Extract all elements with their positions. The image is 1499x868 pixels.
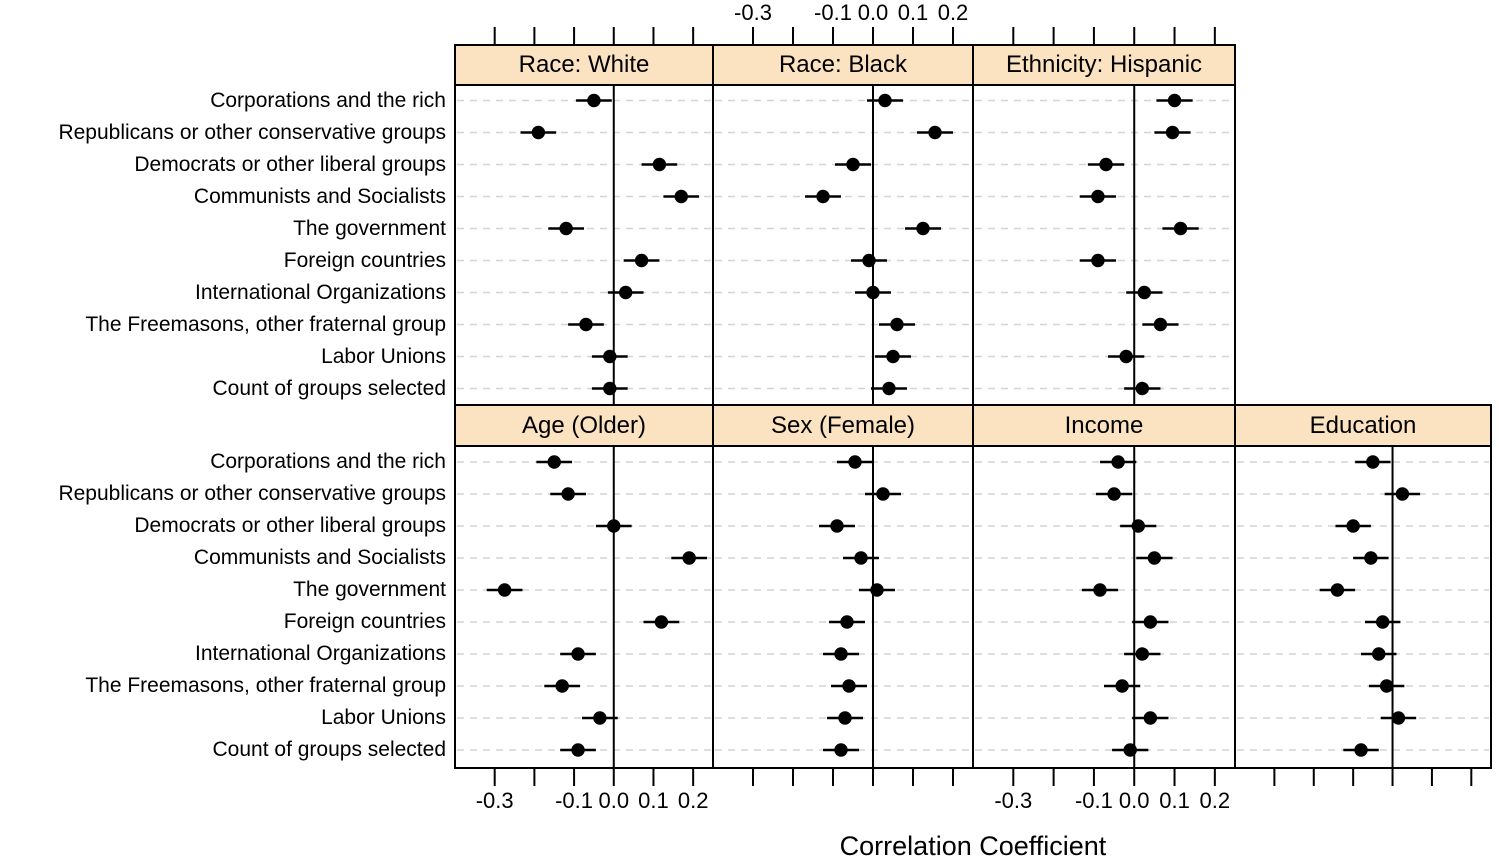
data-point xyxy=(1119,349,1133,364)
data-point xyxy=(878,93,892,108)
data-point xyxy=(1143,711,1158,725)
data-point xyxy=(1395,487,1410,501)
data-point xyxy=(607,519,621,533)
data-point xyxy=(1165,125,1180,140)
data-point xyxy=(497,583,512,597)
data-point xyxy=(1375,615,1390,629)
panel-strip xyxy=(972,44,1236,86)
data-point xyxy=(1137,285,1152,300)
data-point xyxy=(1147,551,1162,565)
data-point xyxy=(1391,711,1406,725)
data-point xyxy=(882,381,896,396)
data-point xyxy=(674,189,688,204)
data-point xyxy=(587,93,601,108)
data-point xyxy=(652,157,667,172)
data-point xyxy=(838,711,852,725)
panel-area xyxy=(713,85,973,405)
data-point xyxy=(886,349,900,364)
data-point xyxy=(603,381,617,396)
panel-strip xyxy=(454,404,714,447)
data-point xyxy=(593,711,607,725)
data-point xyxy=(830,519,844,533)
data-point xyxy=(1167,93,1182,108)
data-point xyxy=(1093,583,1107,597)
panel-area xyxy=(973,446,1235,768)
data-point xyxy=(816,189,830,204)
data-point xyxy=(862,253,876,268)
data-point xyxy=(1111,455,1125,469)
data-point xyxy=(1091,189,1105,204)
panel-strip xyxy=(1234,404,1492,447)
data-point xyxy=(571,743,585,757)
data-point xyxy=(834,647,848,661)
data-point xyxy=(916,221,930,236)
panel-area xyxy=(455,446,713,768)
data-point xyxy=(1366,455,1380,469)
data-point xyxy=(1153,317,1168,332)
data-point xyxy=(1173,221,1188,236)
data-point xyxy=(654,615,669,629)
data-point xyxy=(1135,381,1149,396)
data-point xyxy=(854,551,868,565)
panel-area xyxy=(455,85,713,405)
panel-area xyxy=(1235,446,1491,768)
data-point xyxy=(547,455,561,469)
data-point xyxy=(618,285,633,300)
data-point xyxy=(1379,679,1394,693)
data-point xyxy=(848,455,862,469)
panel-area xyxy=(973,85,1235,405)
data-point xyxy=(1354,743,1368,757)
panel-strip xyxy=(712,44,974,86)
data-point xyxy=(1135,647,1149,661)
data-point xyxy=(840,615,854,629)
data-point xyxy=(876,487,890,501)
data-point xyxy=(1346,519,1360,533)
data-point xyxy=(571,647,585,661)
data-point xyxy=(555,679,569,693)
data-point xyxy=(870,583,884,597)
data-point xyxy=(1115,679,1129,693)
data-point xyxy=(928,125,942,140)
data-point xyxy=(531,125,546,140)
x-axis-title: Correlation Coefficient xyxy=(839,831,1107,861)
data-point xyxy=(866,285,880,300)
data-point xyxy=(1330,583,1345,597)
data-point xyxy=(579,317,593,332)
panel-strip xyxy=(454,44,714,86)
data-point xyxy=(842,679,856,693)
data-point xyxy=(682,551,696,565)
data-point xyxy=(1143,615,1158,629)
data-point xyxy=(603,349,617,364)
data-point xyxy=(559,221,573,236)
data-point xyxy=(1099,157,1113,172)
data-point xyxy=(1107,487,1121,501)
data-point xyxy=(846,157,860,172)
panel-strip xyxy=(972,404,1236,447)
data-point xyxy=(1131,519,1145,533)
data-point xyxy=(834,743,848,757)
data-point xyxy=(561,487,575,501)
data-point xyxy=(890,317,904,332)
panel-strip xyxy=(712,404,974,447)
data-point xyxy=(1091,253,1105,268)
data-point xyxy=(1364,551,1378,565)
data-point xyxy=(1123,743,1137,757)
data-point xyxy=(634,253,649,268)
data-point xyxy=(1372,647,1386,661)
